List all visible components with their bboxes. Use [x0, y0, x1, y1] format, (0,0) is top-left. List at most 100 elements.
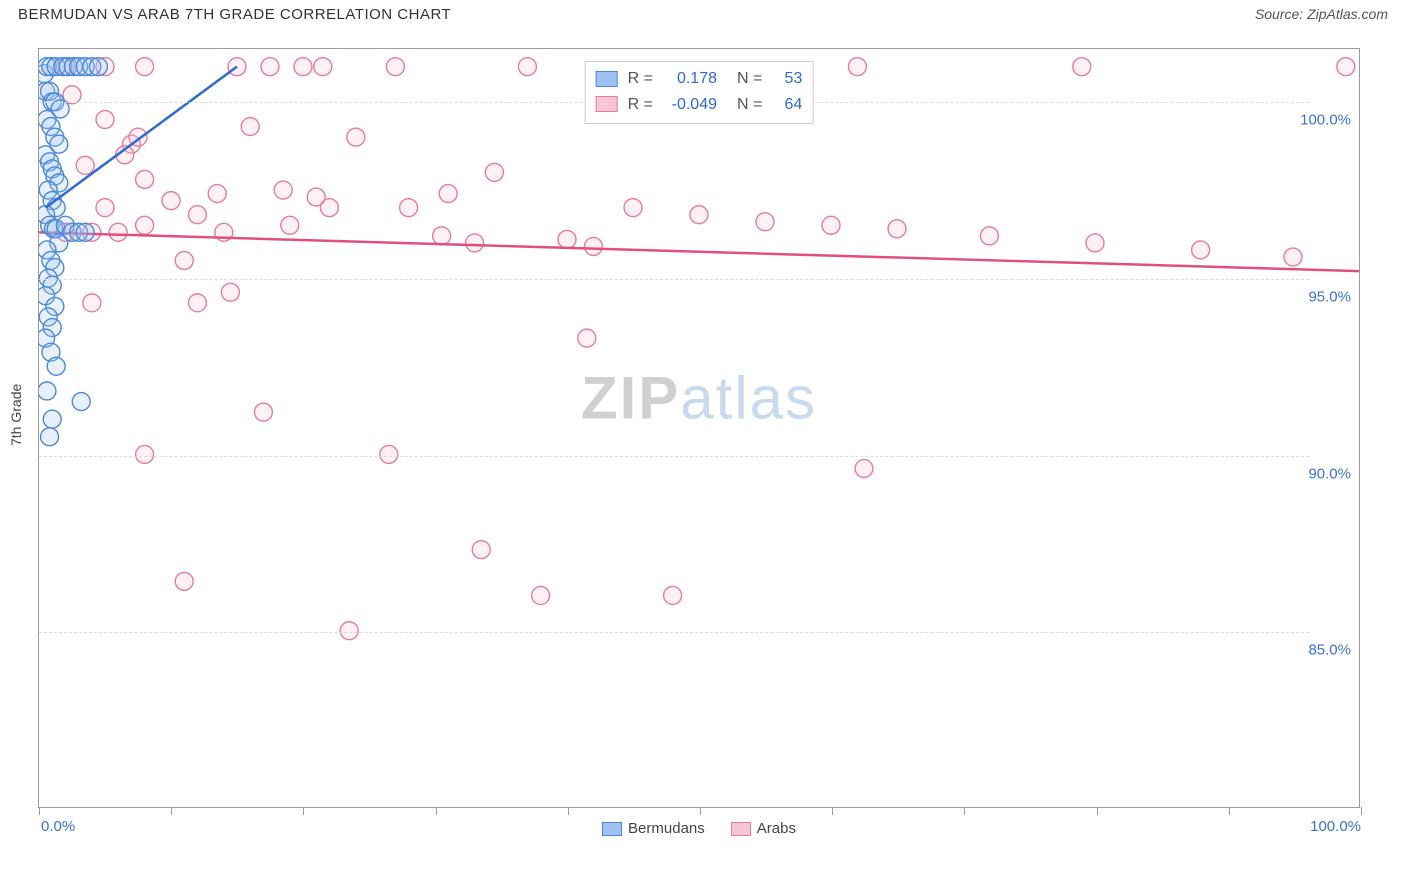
series-b-point: [1192, 241, 1210, 259]
legend-row-a: R = 0.178 N = 53: [596, 66, 803, 92]
legend-swatch-b: [596, 96, 618, 112]
series-b-point: [1284, 248, 1302, 266]
series-a-point: [89, 58, 107, 76]
series-b-point: [96, 111, 114, 129]
series-b-point: [340, 622, 358, 640]
legend-label-a: Bermudans: [628, 820, 705, 837]
series-b-point: [221, 283, 239, 301]
y-axis-tick-label: 90.0%: [1308, 465, 1351, 482]
legend-n-value-b: 64: [772, 92, 802, 118]
series-b-point: [1337, 58, 1355, 76]
series-a-point: [72, 393, 90, 411]
series-b-point: [162, 192, 180, 210]
series-b-point: [888, 220, 906, 238]
x-tick: [1097, 807, 1098, 815]
source-label: Source: ZipAtlas.com: [1255, 6, 1388, 22]
series-b-point: [294, 58, 312, 76]
series-b-point: [274, 181, 292, 199]
series-b-point: [314, 58, 332, 76]
series-b-trendline: [39, 232, 1359, 271]
series-b-point: [558, 230, 576, 248]
y-axis-title: 7th Grade: [8, 384, 24, 446]
x-tick: [700, 807, 701, 815]
series-b-point: [472, 541, 490, 559]
series-b-point: [380, 445, 398, 463]
legend-series: Bermudans Arabs: [602, 820, 796, 837]
series-b-point: [400, 199, 418, 217]
chart-title: BERMUDAN VS ARAB 7TH GRADE CORRELATION C…: [18, 6, 451, 23]
series-b-point: [261, 58, 279, 76]
series-b-point: [433, 227, 451, 245]
legend-r-label: R =: [628, 66, 653, 92]
x-tick: [1229, 807, 1230, 815]
x-tick: [1361, 807, 1362, 815]
series-b-point: [83, 294, 101, 312]
gridline: [39, 632, 1309, 633]
x-tick: [964, 807, 965, 815]
series-b-point: [756, 213, 774, 231]
legend-r-value-a: 0.178: [663, 66, 717, 92]
y-axis-tick-label: 85.0%: [1308, 642, 1351, 659]
series-b-point: [241, 118, 259, 136]
legend-n-value-a: 53: [772, 66, 802, 92]
series-b-point: [96, 199, 114, 217]
gridline: [39, 456, 1309, 457]
x-tick: [436, 807, 437, 815]
x-tick: [303, 807, 304, 815]
series-b-point: [855, 460, 873, 478]
series-a-point: [39, 382, 56, 400]
series-b-point: [532, 586, 550, 604]
series-b-point: [136, 216, 154, 234]
series-b-point: [439, 185, 457, 203]
legend-item-b: Arabs: [731, 820, 796, 837]
series-b-point: [485, 163, 503, 181]
x-axis-max-label: 100.0%: [1310, 818, 1361, 835]
x-tick: [39, 807, 40, 815]
series-b-point: [188, 206, 206, 224]
legend-swatch-a-icon: [602, 822, 622, 836]
series-b-point: [584, 237, 602, 255]
legend-correlation: R = 0.178 N = 53 R = -0.049 N = 64: [585, 61, 814, 124]
series-b-point: [320, 199, 338, 217]
series-b-point: [136, 445, 154, 463]
series-b-point: [578, 329, 596, 347]
legend-r-value-b: -0.049: [663, 92, 717, 118]
series-b-point: [228, 58, 246, 76]
legend-r-label: R =: [628, 92, 653, 118]
plot-area: ZIPatlas 85.0%90.0%95.0%100.0% 0.0%100.0…: [38, 48, 1360, 808]
x-axis-min-label: 0.0%: [41, 818, 75, 835]
series-b-point: [386, 58, 404, 76]
series-b-point: [136, 170, 154, 188]
legend-label-b: Arabs: [757, 820, 796, 837]
plot-svg: [39, 49, 1359, 807]
x-tick: [568, 807, 569, 815]
series-b-point: [466, 234, 484, 252]
x-tick: [171, 807, 172, 815]
series-b-point: [518, 58, 536, 76]
legend-swatch-a: [596, 71, 618, 87]
title-bar: BERMUDAN VS ARAB 7TH GRADE CORRELATION C…: [0, 0, 1406, 25]
series-a-point: [41, 428, 59, 446]
series-b-point: [347, 128, 365, 146]
series-b-point: [1086, 234, 1104, 252]
series-b-point: [208, 185, 226, 203]
series-b-point: [624, 199, 642, 217]
series-b-point: [76, 156, 94, 174]
legend-row-b: R = -0.049 N = 64: [596, 92, 803, 118]
legend-item-a: Bermudans: [602, 820, 705, 837]
series-a-point: [43, 410, 61, 428]
legend-swatch-b-icon: [731, 822, 751, 836]
series-b-point: [175, 252, 193, 270]
legend-n-label: N =: [737, 66, 762, 92]
y-axis-tick-label: 100.0%: [1300, 112, 1351, 129]
series-b-point: [136, 58, 154, 76]
series-b-point: [980, 227, 998, 245]
gridline: [39, 279, 1309, 280]
series-b-point: [822, 216, 840, 234]
series-a-point: [76, 223, 94, 241]
series-a-point: [47, 357, 65, 375]
legend-n-label: N =: [737, 92, 762, 118]
series-b-point: [848, 58, 866, 76]
series-b-point: [188, 294, 206, 312]
series-b-point: [254, 403, 272, 421]
